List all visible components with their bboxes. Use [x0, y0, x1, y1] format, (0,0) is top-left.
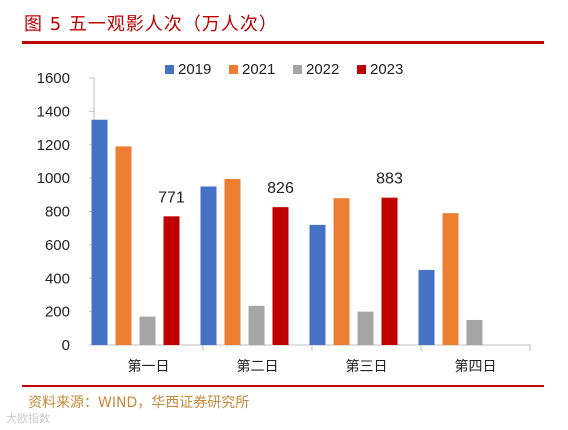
bar-2023 — [272, 207, 289, 345]
figure-title: 图 5 五一观影人次（万人次） — [24, 14, 278, 35]
x-category-label: 第二日 — [237, 358, 279, 375]
legend-label-2021: 2021 — [242, 61, 275, 78]
bar-2019 — [418, 269, 435, 345]
y-tick-label: 800 — [45, 204, 70, 221]
x-category-label: 第四日 — [455, 358, 497, 375]
y-tick-label: 400 — [45, 270, 70, 287]
legend-swatch-2021 — [229, 65, 238, 74]
data-label: 883 — [376, 171, 403, 188]
legend-label-2022: 2022 — [306, 61, 339, 78]
source-note: 资料来源：WIND，华西证券研究所 — [28, 395, 250, 411]
data-label: 826 — [267, 180, 294, 197]
y-tick-label: 0 — [62, 337, 70, 354]
y-tick-label: 1400 — [37, 103, 70, 120]
y-tick-label: 1600 — [37, 70, 70, 87]
bar-2022 — [357, 311, 374, 345]
legend-swatch-2019 — [165, 65, 174, 74]
bar-2022 — [248, 305, 265, 345]
bar-2019 — [309, 224, 326, 345]
data-label: 771 — [158, 189, 185, 206]
bar-2023 — [381, 197, 398, 345]
y-tick-label: 600 — [45, 237, 70, 254]
title-rule — [22, 41, 544, 44]
bar-2019 — [91, 119, 108, 345]
bar-2019 — [200, 186, 217, 345]
watermark: 大欧指数 — [6, 412, 50, 425]
x-category-label: 第一日 — [128, 358, 170, 375]
bar-2021 — [224, 178, 241, 345]
y-tick-label: 200 — [45, 304, 70, 321]
legend-swatch-2023 — [357, 65, 366, 74]
y-tick-label: 1000 — [37, 170, 70, 187]
bar-2021 — [442, 213, 459, 345]
bar-2021 — [333, 198, 350, 345]
legend-label-2023: 2023 — [370, 61, 403, 78]
bar-2022 — [139, 316, 156, 345]
bar-2021 — [115, 146, 132, 345]
legend-label-2019: 2019 — [178, 61, 211, 78]
source-rule — [22, 385, 544, 387]
y-tick-label: 1200 — [37, 137, 70, 154]
bar-2023 — [163, 216, 180, 345]
legend-swatch-2022 — [293, 65, 302, 74]
bar-2022 — [466, 319, 483, 345]
x-category-label: 第三日 — [346, 358, 388, 375]
